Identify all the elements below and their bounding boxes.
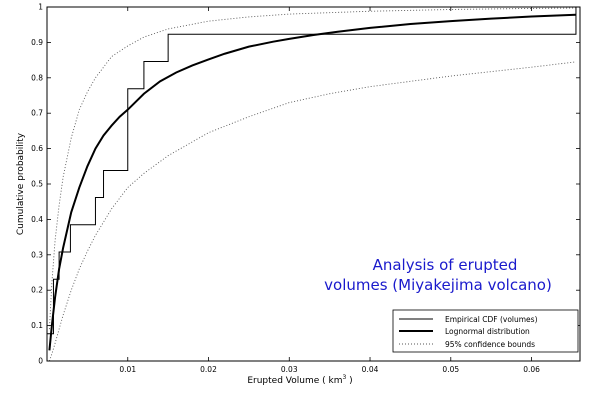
ticks-layer: 0 0.1 0.2 0.3 0.4 0.5 0.6 0.7 0.8 0.9 1 0.01 0.02 0.0…: [31, 3, 580, 374]
y-tick-label-9: 0.9: [31, 38, 43, 47]
y-tick-label-5: 0.5: [31, 180, 43, 189]
legend: Empirical CDF (volumes) Lognormal distri…: [392, 309, 579, 353]
plot-frame: [46, 6, 581, 362]
x-axis-label-text: Erupted Volume ( km: [247, 376, 342, 386]
x-tick-label-0: 0.01: [119, 365, 136, 374]
series-line-solid-thick-1: [48, 13, 576, 351]
y-tick-label-4: 0.4: [31, 215, 43, 224]
x-axis-label: Erupted Volume ( km3 ): [247, 374, 352, 386]
series-line-dotted-3: [48, 61, 577, 362]
x-tick-label-4: 0.05: [442, 365, 459, 374]
legend-label-empirical: Empirical CDF (volumes): [445, 315, 538, 324]
x-tick-label-2: 0.03: [281, 365, 298, 374]
series-line-dotted-2: [48, 7, 576, 330]
y-tick-label-6: 0.6: [31, 144, 43, 153]
y-tick-label-0: 0: [38, 357, 43, 366]
y-tick-label-2: 0.2: [31, 286, 43, 295]
y-tick-label-7: 0.7: [31, 109, 43, 118]
legend-label-lognormal: Lognormal distribution: [445, 327, 530, 336]
x-axis-label-sup: 3: [342, 374, 346, 381]
y-tick-label-10: 1: [38, 3, 43, 12]
y-tick-label-3: 0.3: [31, 250, 43, 259]
annotation-line-1: Analysis of erupted: [373, 256, 518, 274]
y-axis-label: Cumulative probability: [16, 132, 26, 235]
legend-label-bounds: 95% confidence bounds: [445, 340, 535, 349]
y-tick-label-8: 0.8: [31, 73, 43, 82]
annotation-line-2: volumes (Miyakejima volcano): [324, 276, 552, 294]
x-tick-label-1: 0.02: [200, 365, 217, 374]
series-layer: [47, 7, 577, 362]
x-axis-label-end: ): [346, 376, 352, 386]
x-tick-label-3: 0.04: [362, 365, 379, 374]
y-tick-label-1: 0.1: [31, 321, 43, 330]
x-tick-label-5: 0.06: [523, 365, 540, 374]
